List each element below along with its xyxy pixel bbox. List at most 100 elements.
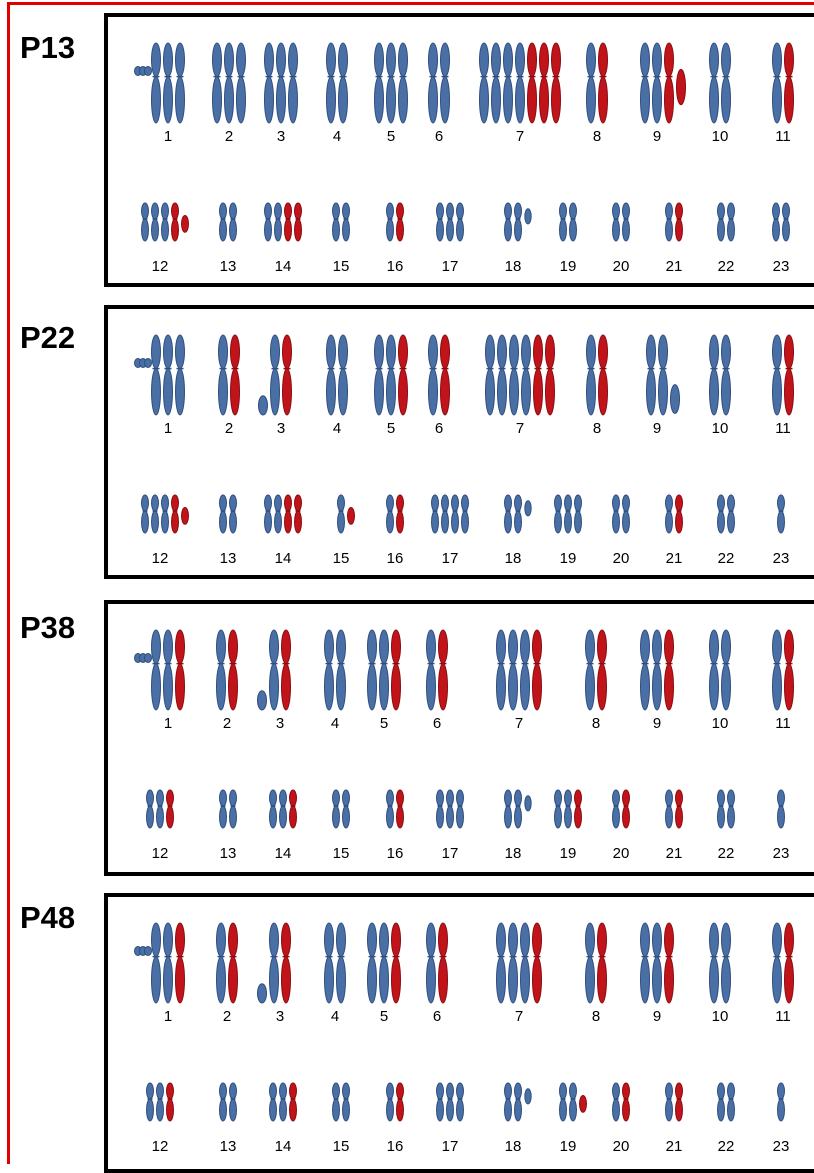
chromosome-10 xyxy=(721,42,731,124)
chromosome-number-label: 4 xyxy=(331,715,339,732)
chromosome-7 xyxy=(533,334,543,416)
chromosome-number-label: 10 xyxy=(712,1008,729,1025)
chromosome-number-label: 1 xyxy=(164,1008,172,1025)
chromosome-5 xyxy=(374,42,384,124)
chromosome-3 xyxy=(269,922,279,1004)
chromosome-number-label: 18 xyxy=(505,845,522,862)
chromosome-8 xyxy=(597,629,607,711)
chromosome-7 xyxy=(520,629,530,711)
panel-label-p22: P22 xyxy=(20,320,76,355)
chromosome-number-label: 3 xyxy=(276,715,284,732)
chromosome-fragment-blue xyxy=(524,795,532,812)
chromosome-21 xyxy=(665,1082,673,1122)
chromosome-number-label: 23 xyxy=(773,1138,790,1155)
chromosome-20 xyxy=(622,789,630,829)
chromosome-number-label: 2 xyxy=(223,1008,231,1025)
chromosome-7 xyxy=(491,42,501,124)
chromosome-number-label: 20 xyxy=(613,550,630,567)
chromosome-13 xyxy=(229,789,237,829)
chromosome-number-label: 21 xyxy=(666,1138,683,1155)
chromosome-fragment-blue xyxy=(257,983,267,1004)
chromosome-number-label: 7 xyxy=(515,1008,523,1025)
chromosome-9 xyxy=(640,922,650,1004)
chromosome-1 xyxy=(163,922,173,1004)
chromosome-16 xyxy=(386,494,394,534)
chromosome-1 xyxy=(151,629,161,711)
chromosome-number-label: 16 xyxy=(387,845,404,862)
chromosome-1 xyxy=(163,334,173,416)
chromosome-2 xyxy=(228,922,238,1004)
chromosome-22 xyxy=(727,789,735,829)
chromosome-number-label: 17 xyxy=(442,550,459,567)
chromosome-5 xyxy=(386,42,396,124)
chromosome-12 xyxy=(161,202,169,242)
red-frame-left xyxy=(7,2,10,1164)
chromosome-number-label: 2 xyxy=(225,420,233,437)
chromosome-22 xyxy=(717,789,725,829)
chromosome-8 xyxy=(598,42,608,124)
chromosome-14 xyxy=(274,202,282,242)
chromosome-22 xyxy=(727,1082,735,1122)
chromosome-17 xyxy=(436,202,444,242)
chromosome-15 xyxy=(332,789,340,829)
chromosome-13 xyxy=(229,494,237,534)
chromosome-9 xyxy=(652,42,662,124)
acrocentric-satellite xyxy=(144,66,152,76)
chromosome-fragment-blue xyxy=(257,690,267,711)
chromosome-3 xyxy=(276,42,286,124)
chromosome-fragment-red xyxy=(181,507,189,525)
chromosome-20 xyxy=(622,202,630,242)
chromosome-number-label: 14 xyxy=(275,258,292,275)
chromosome-number-label: 1 xyxy=(164,128,172,145)
chromosome-number-label: 19 xyxy=(560,550,577,567)
chromosome-number-label: 3 xyxy=(277,128,285,145)
chromosome-17 xyxy=(456,202,464,242)
chromosome-6 xyxy=(426,922,436,1004)
chromosome-9 xyxy=(640,629,650,711)
chromosome-4 xyxy=(324,629,334,711)
chromosome-7 xyxy=(521,334,531,416)
chromosome-16 xyxy=(386,789,394,829)
chromosome-5 xyxy=(367,922,377,1004)
chromosome-number-label: 21 xyxy=(666,258,683,275)
chromosome-17 xyxy=(446,789,454,829)
chromosome-number-label: 6 xyxy=(433,715,441,732)
chromosome-11 xyxy=(772,629,782,711)
chromosome-2 xyxy=(236,42,246,124)
chromosome-number-label: 20 xyxy=(613,258,630,275)
chromosome-number-label: 8 xyxy=(592,1008,600,1025)
chromosome-number-label: 6 xyxy=(435,128,443,145)
chromosome-15 xyxy=(342,789,350,829)
chromosome-2 xyxy=(212,42,222,124)
chromosome-12 xyxy=(161,494,169,534)
chromosome-9 xyxy=(640,42,650,124)
chromosome-number-label: 8 xyxy=(593,420,601,437)
chromosome-number-label: 22 xyxy=(718,1138,735,1155)
chromosome-number-label: 9 xyxy=(653,1008,661,1025)
chromosome-4 xyxy=(324,922,334,1004)
chromosome-5 xyxy=(398,42,408,124)
chromosome-20 xyxy=(612,202,620,242)
chromosome-number-label: 15 xyxy=(333,845,350,862)
red-frame-top xyxy=(7,2,814,5)
chromosome-number-label: 16 xyxy=(387,1138,404,1155)
chromosome-8 xyxy=(586,334,596,416)
chromosome-7 xyxy=(509,334,519,416)
chromosome-number-label: 9 xyxy=(653,128,661,145)
chromosome-number-label: 15 xyxy=(333,258,350,275)
chromosome-number-label: 1 xyxy=(164,420,172,437)
chromosome-fragment-red xyxy=(676,68,686,106)
chromosome-11 xyxy=(784,629,794,711)
chromosome-number-label: 10 xyxy=(712,128,729,145)
chromosome-number-label: 15 xyxy=(333,1138,350,1155)
chromosome-7 xyxy=(496,629,506,711)
chromosome-number-label: 8 xyxy=(593,128,601,145)
chromosome-21 xyxy=(675,202,683,242)
chromosome-number-label: 19 xyxy=(560,845,577,862)
chromosome-9 xyxy=(658,334,668,416)
chromosome-7 xyxy=(532,629,542,711)
chromosome-number-label: 14 xyxy=(275,1138,292,1155)
chromosome-number-label: 23 xyxy=(773,845,790,862)
chromosome-17 xyxy=(461,494,469,534)
chromosome-number-label: 11 xyxy=(775,420,791,437)
